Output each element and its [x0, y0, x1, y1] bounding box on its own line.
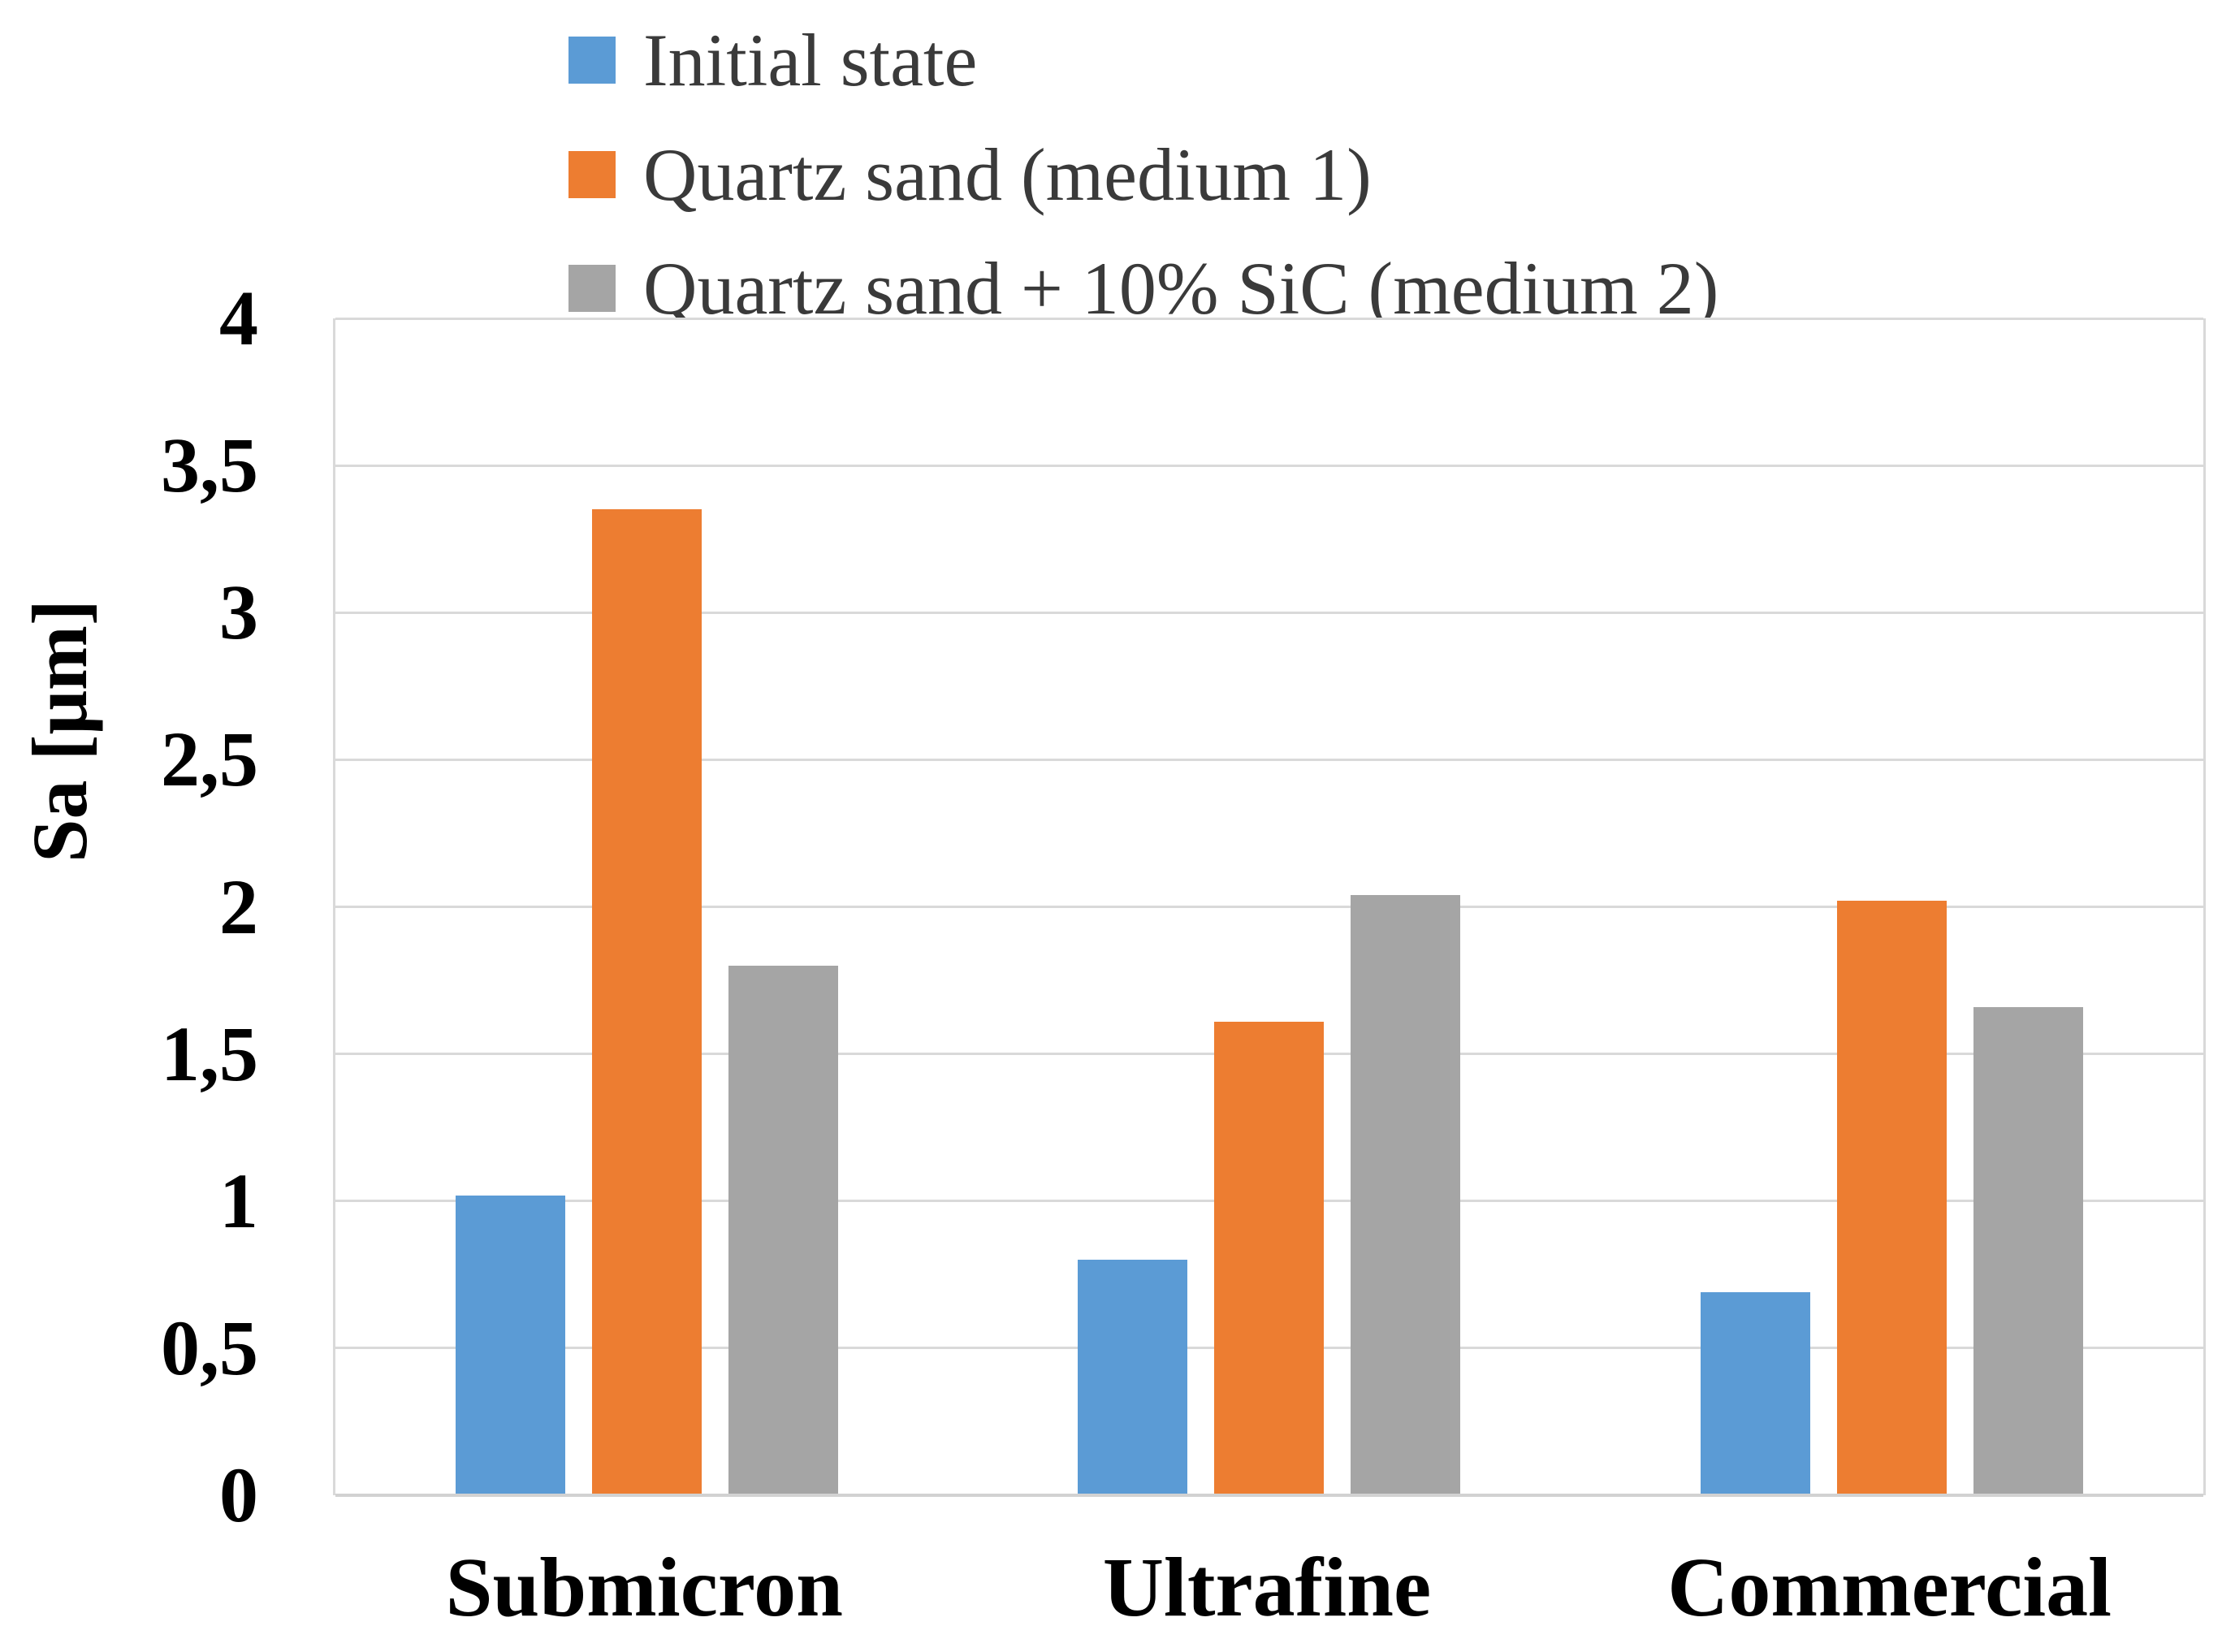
x-axis-line [335, 1494, 2203, 1497]
bar-submicron-series-1 [455, 1195, 565, 1495]
legend-swatch-icon [568, 150, 616, 198]
y-tick-label-3: 1,5 [161, 1010, 258, 1097]
y-tick-label-0: 0 [219, 1451, 258, 1538]
bar-group-ultrafine [958, 318, 1581, 1495]
gridline [335, 317, 2203, 320]
gridline [335, 758, 2203, 761]
x-axis-labels: Submicron Ultrafine Commercial [333, 1541, 2201, 1649]
bar-submicron-series-2 [591, 509, 702, 1495]
bar-commercial-series-3 [1973, 1006, 2084, 1495]
bar-ultrafine-series-3 [1351, 895, 1461, 1495]
y-tick-label-6: 3 [219, 569, 258, 656]
legend-item-2: Quartz sand (medium 1) [568, 132, 1718, 216]
legend-swatch-icon [568, 265, 616, 313]
x-category-label-submicron: Submicron [445, 1541, 843, 1634]
bar-ultrafine-series-1 [1078, 1260, 1188, 1495]
y-tick-label-1: 0,5 [161, 1304, 258, 1391]
bar-submicron-series-3 [728, 965, 838, 1495]
bar-commercial-series-1 [1701, 1292, 1811, 1495]
y-tick-label-5: 2,5 [161, 716, 258, 803]
gridline [335, 906, 2203, 908]
y-tick-label-8: 4 [219, 275, 258, 361]
legend-item-1: Initial state [568, 21, 1718, 100]
gridline [335, 611, 2203, 614]
legend-label: Initial state [643, 19, 978, 102]
bar-commercial-series-2 [1837, 901, 1947, 1495]
chart-legend: Initial state Quartz sand (medium 1) Quart… [568, 21, 1718, 328]
legend-label: Quartz sand (medium 1) [643, 132, 1372, 216]
legend-item-3: Quartz sand + 10% SiC (medium 2) [568, 249, 1718, 328]
y-tick-label-7: 3,5 [161, 422, 258, 509]
bar-group-submicron [335, 318, 958, 1495]
bar-group-commercial [1580, 318, 2203, 1495]
y-tick-label-4: 2 [219, 863, 258, 950]
x-category-label-commercial: Commercial [1667, 1541, 2112, 1634]
bar-ultrafine-series-2 [1214, 1021, 1325, 1495]
x-category-label-ultrafine: Ultrafine [1102, 1541, 1432, 1634]
legend-label: Quartz sand + 10% SiC (medium 2) [643, 247, 1719, 331]
plot-area [333, 317, 2206, 1497]
legend-swatch-icon [568, 37, 616, 84]
y-tick-label-2: 1 [219, 1157, 258, 1244]
gridline [335, 464, 2203, 467]
y-tick-column: 0 0,5 1 1,5 2 2,5 3 3,5 4 [0, 279, 281, 1534]
